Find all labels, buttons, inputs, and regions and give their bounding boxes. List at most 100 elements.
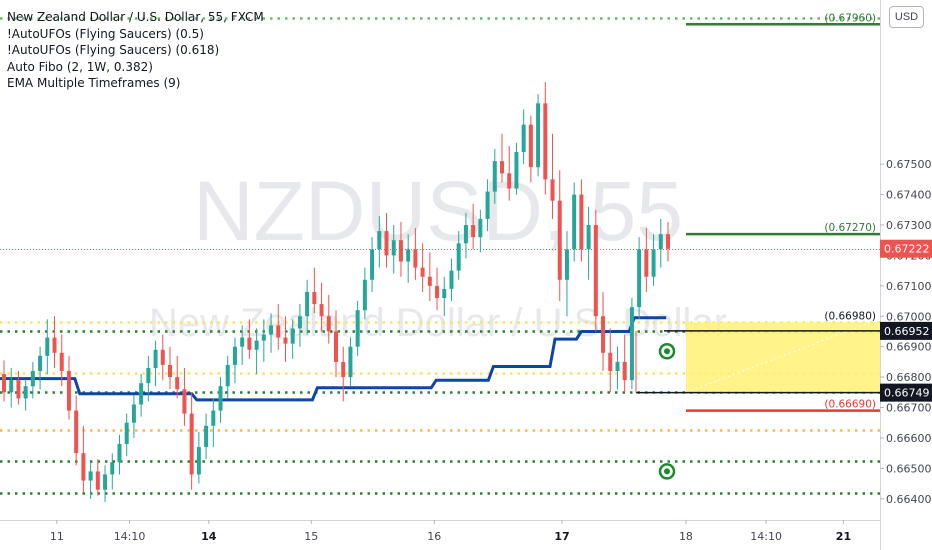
x-ticks: 11 14:10 14 15 16 17 18 14:10 21 — [50, 520, 851, 543]
y-tick-label: 0.66600 — [886, 432, 932, 445]
candle-body — [88, 471, 93, 481]
candle-body — [182, 389, 187, 414]
candle-body — [622, 361, 627, 381]
candle-body — [81, 453, 86, 481]
candle-body — [52, 337, 57, 353]
candle-body — [348, 346, 353, 378]
candle-body — [341, 361, 346, 378]
candle-body — [478, 218, 483, 238]
x-tick-label: 17 — [554, 530, 569, 543]
candle-body — [160, 349, 165, 365]
y-tick-label: 0.66400 — [886, 493, 932, 506]
y-tick-label: 0.67300 — [886, 219, 932, 232]
price-axis[interactable]: 0.675000.674000.673000.672000.671000.670… — [824, 0, 932, 550]
candle-body — [334, 331, 338, 362]
candle-body — [608, 352, 613, 372]
signal-markers — [658, 343, 676, 480]
ema-line — [0, 316, 667, 402]
candle-body — [240, 337, 245, 347]
candle-body — [305, 291, 310, 317]
ema-path — [0, 316, 667, 402]
candles — [2, 82, 670, 502]
signal-marker-dot — [664, 468, 670, 475]
y-tick-label: 0.67500 — [886, 158, 932, 171]
y-tick-label: 0.66700 — [886, 402, 932, 415]
candle-body — [290, 328, 295, 344]
candle-body — [261, 334, 266, 341]
legend-indicator[interactable]: Auto Fibo (2, 1W, 0.382) — [7, 59, 153, 74]
candle-body — [276, 325, 281, 338]
candle-body — [521, 124, 526, 153]
candle-body — [377, 231, 382, 250]
ufo-zone — [635, 318, 881, 394]
legend-symbol-title[interactable]: New Zealand Dollar / U.S. Dollar, 55, FX… — [7, 10, 264, 24]
candle-body — [153, 349, 158, 368]
target-lines — [686, 23, 880, 412]
candle-body — [30, 371, 35, 387]
candle-body — [254, 340, 259, 350]
candle-body — [557, 200, 562, 280]
signal-marker-ring — [658, 343, 676, 360]
candle-body — [420, 267, 425, 277]
candle-body — [593, 225, 598, 317]
candle-body — [442, 288, 447, 299]
candle-body — [117, 444, 122, 463]
candle-body — [189, 413, 194, 475]
price-axis-bg — [880, 0, 932, 520]
watermark-symbol: NZDUSD, 55 — [193, 164, 683, 258]
level-price-label: (0.67960) — [824, 12, 876, 24]
candle-body — [326, 316, 331, 332]
candle-body — [536, 103, 541, 168]
candle-body — [355, 310, 360, 347]
candle-body — [319, 304, 324, 317]
currency-button[interactable]: USD — [889, 6, 924, 28]
candle-body — [211, 410, 216, 426]
level-price-label: (0.66690) — [824, 399, 876, 411]
candle-body — [629, 307, 634, 381]
candle-body — [103, 474, 108, 490]
x-tick-label: 14:10 — [750, 530, 782, 543]
candle-body — [435, 285, 440, 299]
candle-body — [9, 380, 14, 393]
candle-body — [74, 410, 79, 454]
candle-body — [471, 225, 476, 238]
x-tick-label: 11 — [50, 530, 64, 543]
candle-body — [500, 161, 504, 174]
candle-body — [391, 240, 396, 256]
level-price-label: (0.67270) — [824, 222, 876, 234]
watermark-name: New Zealand Dollar / U.S. Dollar — [149, 301, 727, 345]
candle-body — [572, 194, 577, 250]
candle-body — [225, 364, 230, 387]
candle-body — [579, 194, 584, 250]
candle-body — [312, 291, 317, 305]
legend-indicator[interactable]: !AutoUFOs (Flying Saucers) (0.618) — [7, 43, 220, 57]
candle-body — [168, 364, 172, 378]
x-tick-label: 14:10 — [114, 530, 146, 543]
x-tick-label: 21 — [836, 530, 851, 543]
price-badge-bg — [880, 383, 932, 402]
candle-body — [38, 355, 43, 372]
y-tick-label: 0.67400 — [886, 189, 932, 202]
time-axis[interactable]: 11 14:10 14 15 16 17 18 14:10 21 — [0, 520, 880, 543]
candle-body — [514, 152, 519, 189]
candle-body — [146, 367, 151, 384]
candle-body — [456, 243, 461, 271]
candle-body — [406, 249, 411, 262]
candle-body — [666, 234, 670, 249]
legend-indicator[interactable]: EMA Multiple Timeframes (9) — [7, 76, 181, 90]
legend-indicator[interactable]: !AutoUFOs (Flying Saucers) (0.5) — [7, 26, 204, 41]
candle-body — [124, 422, 129, 445]
y-tick-label: 0.66900 — [886, 341, 932, 354]
x-tick-label: 15 — [304, 530, 318, 543]
candle-body — [297, 316, 302, 329]
candle-body — [644, 249, 649, 277]
y-tick-label: 0.67100 — [886, 280, 932, 293]
candle-body — [586, 225, 591, 250]
x-tick-label: 16 — [427, 530, 441, 543]
signal-marker-dot — [664, 348, 670, 355]
candle-body — [59, 352, 64, 372]
candle-body — [175, 377, 180, 390]
price-badge-bg — [880, 239, 932, 258]
candle-body — [110, 462, 115, 475]
